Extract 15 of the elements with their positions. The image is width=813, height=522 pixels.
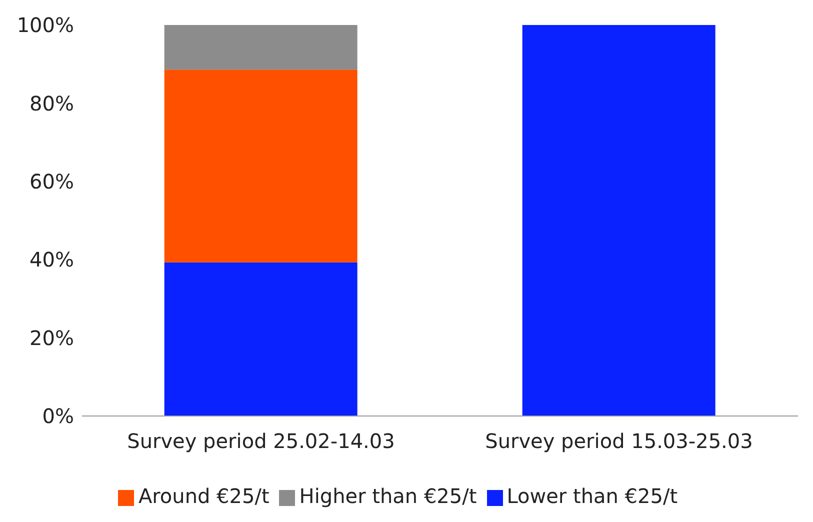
x-tick-label: Survey period 25.02-14.03 bbox=[127, 429, 395, 454]
legend-label: Lower than €25/t bbox=[506, 484, 678, 508]
bar bbox=[164, 25, 358, 70]
y-tick-label: 60% bbox=[30, 170, 74, 194]
bar bbox=[522, 25, 716, 416]
y-tick-label: 40% bbox=[30, 248, 74, 272]
y-tick-label: 80% bbox=[30, 91, 74, 116]
y-tick-label: 100% bbox=[16, 13, 74, 38]
bar bbox=[164, 262, 358, 416]
bar bbox=[164, 70, 358, 262]
legend-label: Around €25/t bbox=[138, 484, 270, 508]
legend-label: Higher than €25/t bbox=[299, 484, 477, 508]
y-tick-label: 0% bbox=[42, 404, 74, 428]
y-tick-label: 20% bbox=[30, 326, 74, 350]
x-tick-label: Survey period 15.03-25.03 bbox=[485, 429, 753, 454]
